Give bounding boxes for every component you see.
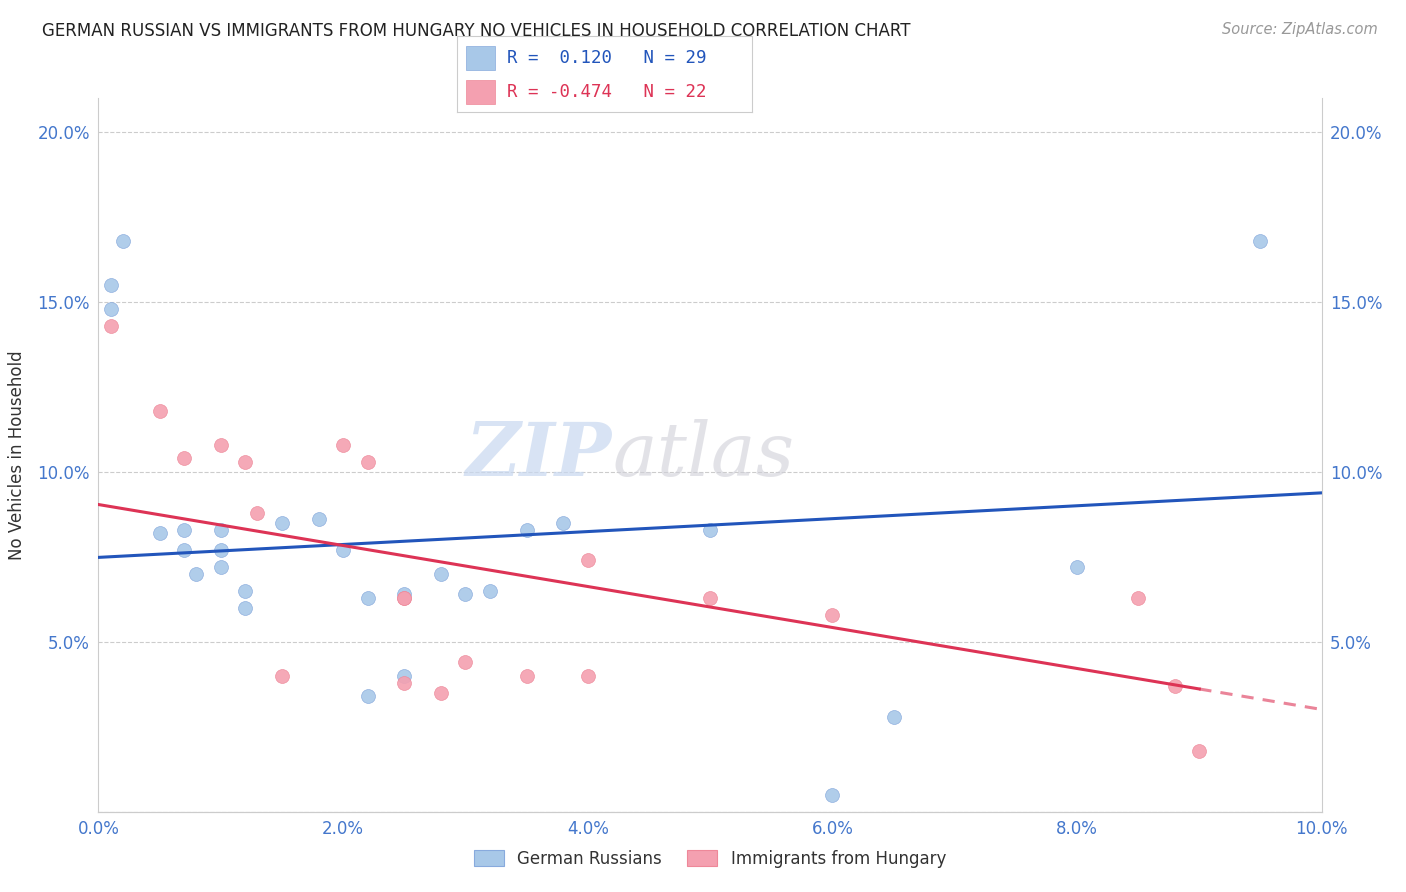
- Text: R = -0.474   N = 22: R = -0.474 N = 22: [508, 83, 707, 101]
- Point: [270, 516, 292, 530]
- Point: [308, 512, 330, 526]
- Point: [233, 583, 256, 598]
- Point: [186, 566, 208, 581]
- Point: [209, 523, 232, 537]
- Point: [699, 523, 721, 537]
- Point: [1188, 743, 1211, 757]
- Point: [246, 506, 269, 520]
- Point: [270, 669, 292, 683]
- Point: [392, 591, 416, 605]
- Point: [356, 689, 378, 703]
- Point: [392, 675, 416, 690]
- Point: [478, 583, 501, 598]
- Legend: German Russians, Immigrants from Hungary: German Russians, Immigrants from Hungary: [467, 844, 953, 875]
- Text: R =  0.120   N = 29: R = 0.120 N = 29: [508, 49, 707, 68]
- Text: atlas: atlas: [612, 418, 794, 491]
- FancyBboxPatch shape: [465, 79, 495, 104]
- Point: [883, 709, 905, 723]
- Point: [332, 438, 354, 452]
- Point: [209, 560, 232, 574]
- FancyBboxPatch shape: [465, 45, 495, 70]
- Point: [209, 438, 232, 452]
- Point: [356, 591, 378, 605]
- Point: [149, 403, 172, 417]
- Point: [100, 318, 122, 333]
- Point: [392, 591, 416, 605]
- Text: GERMAN RUSSIAN VS IMMIGRANTS FROM HUNGARY NO VEHICLES IN HOUSEHOLD CORRELATION C: GERMAN RUSSIAN VS IMMIGRANTS FROM HUNGAR…: [42, 22, 911, 40]
- Point: [173, 543, 195, 558]
- Point: [821, 788, 844, 802]
- Point: [100, 278, 122, 293]
- Point: [332, 543, 354, 558]
- Point: [516, 523, 538, 537]
- Point: [173, 523, 195, 537]
- Point: [111, 234, 134, 248]
- Point: [821, 607, 844, 622]
- Point: [553, 516, 575, 530]
- Point: [392, 669, 416, 683]
- Point: [576, 669, 599, 683]
- Point: [454, 655, 477, 669]
- Point: [430, 686, 453, 700]
- Point: [233, 600, 256, 615]
- Point: [173, 451, 195, 466]
- Point: [454, 587, 477, 601]
- Point: [356, 455, 378, 469]
- Point: [430, 566, 453, 581]
- Point: [699, 591, 721, 605]
- Point: [576, 553, 599, 567]
- Point: [233, 455, 256, 469]
- Y-axis label: No Vehicles in Household: No Vehicles in Household: [8, 350, 27, 560]
- Point: [1249, 234, 1271, 248]
- Point: [209, 543, 232, 558]
- Point: [1164, 679, 1187, 693]
- Point: [1066, 560, 1088, 574]
- Point: [516, 669, 538, 683]
- Text: ZIP: ZIP: [465, 418, 612, 491]
- Point: [392, 587, 416, 601]
- Point: [149, 526, 172, 541]
- Point: [1128, 591, 1150, 605]
- Point: [100, 301, 122, 316]
- Text: Source: ZipAtlas.com: Source: ZipAtlas.com: [1222, 22, 1378, 37]
